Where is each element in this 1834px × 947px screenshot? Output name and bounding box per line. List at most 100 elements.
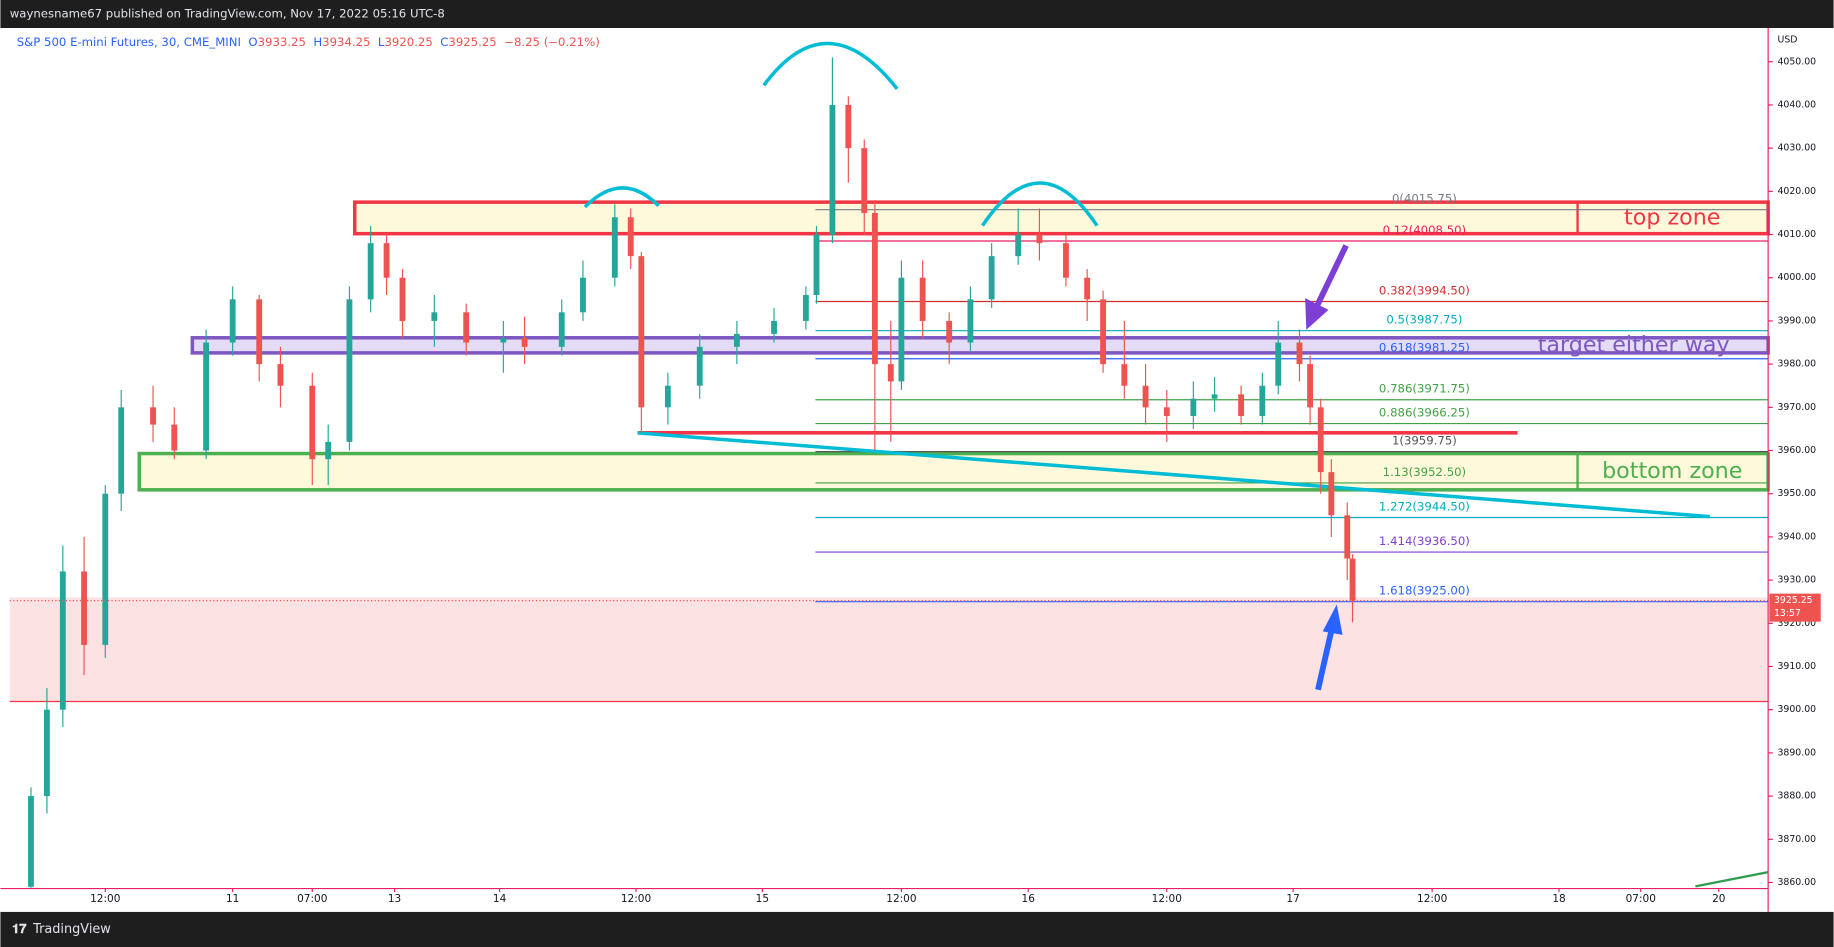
zone xyxy=(352,200,1770,236)
candle-body xyxy=(1084,277,1091,300)
candle-body xyxy=(102,493,109,645)
logo-mark: 𝟏𝟕 xyxy=(12,922,27,937)
price-tag-countdown: 13:57 xyxy=(1774,608,1801,619)
candle-body xyxy=(813,234,820,296)
candle-body xyxy=(1015,234,1022,257)
legend-gap xyxy=(241,35,248,49)
candle-body xyxy=(367,243,374,300)
arrow-shaft xyxy=(1314,244,1349,308)
arrow-shaft xyxy=(1315,627,1335,691)
legend-gap xyxy=(433,35,440,49)
candle-body xyxy=(988,256,995,300)
x-tick-label: 13 xyxy=(388,893,401,905)
ohlc-key: L xyxy=(378,35,385,49)
candle-body xyxy=(861,148,868,213)
fib-label: 0.786(3971.75) xyxy=(1379,382,1470,396)
y-tick-label: 3870.00 xyxy=(1777,834,1816,845)
candle-body xyxy=(1190,398,1197,416)
top-bar xyxy=(0,0,1834,29)
bottom-bar xyxy=(0,911,1834,947)
candle-body xyxy=(946,320,953,343)
fib-label: 0.886(3966.25) xyxy=(1379,406,1470,420)
zone xyxy=(137,451,1770,492)
legend-gap xyxy=(370,35,377,49)
candle-body xyxy=(1328,472,1335,516)
candle-body xyxy=(1121,364,1128,386)
fib-label: 1.618(3925.00) xyxy=(1379,584,1470,598)
fib-label: 0.5(3987.75) xyxy=(1386,313,1462,327)
fib-label: 0.382(3994.50) xyxy=(1379,283,1470,297)
candle-body xyxy=(1100,299,1107,365)
candle-body xyxy=(28,796,34,887)
candle-body xyxy=(1275,342,1282,386)
arrow-head xyxy=(1305,298,1329,330)
y-tick-label: 4030.00 xyxy=(1777,143,1816,154)
ohlc-value: 3925.25 xyxy=(448,35,496,49)
y-tick-label: 3900.00 xyxy=(1777,704,1816,715)
candle-body xyxy=(203,342,210,451)
fib-label: 1.13(3952.50) xyxy=(1383,465,1466,479)
candle-body xyxy=(696,346,703,386)
x-tick-label: 07:00 xyxy=(1626,893,1656,905)
candle-body xyxy=(1142,385,1149,408)
currency-label: USD xyxy=(1777,34,1797,45)
y-tick-label: 3930.00 xyxy=(1777,575,1816,586)
candle-body xyxy=(1163,407,1170,416)
y-tick-label: 3950.00 xyxy=(1777,488,1816,499)
candle-body xyxy=(171,424,178,451)
price-band xyxy=(9,597,1769,702)
y-tick-label: 3880.00 xyxy=(1777,791,1816,802)
x-tick-label: 12:00 xyxy=(621,893,651,905)
legend: S&P 500 E-mini Futures, 30, CME_MINI O39… xyxy=(17,35,600,49)
candle-body xyxy=(256,299,263,365)
head xyxy=(762,41,899,90)
y-tick-label: 3920.00 xyxy=(1777,618,1816,629)
x-tick-label: 20 xyxy=(1712,893,1725,905)
x-tick-label: 18 xyxy=(1552,893,1565,905)
trend-line xyxy=(637,431,1710,519)
candle-body xyxy=(802,295,809,321)
fib-label: 0.618(3981.25) xyxy=(1379,341,1470,355)
zone-label: target either way xyxy=(1538,332,1730,358)
plot: top zone target either way bottom zone 0(40… xyxy=(0,28,1821,912)
candle-body xyxy=(325,441,332,460)
candle-body xyxy=(829,104,836,235)
candle-body xyxy=(43,709,50,797)
legend-gap xyxy=(497,35,504,49)
x-tick-label: 14 xyxy=(493,893,507,905)
candle-body xyxy=(627,217,634,257)
x-tick-label: 17 xyxy=(1286,893,1299,905)
candle-body xyxy=(664,385,671,408)
y-tick-label: 4020.00 xyxy=(1777,186,1816,197)
candle-body xyxy=(1211,394,1218,399)
x-tick-label: 12:00 xyxy=(1152,893,1182,905)
x-tick-label: 16 xyxy=(1022,893,1036,905)
y-tick-label: 3860.00 xyxy=(1777,877,1816,888)
candle-body xyxy=(309,385,316,460)
candle-body xyxy=(611,217,618,278)
candle-body xyxy=(1259,385,1266,416)
candle-body xyxy=(229,299,236,343)
candle-body xyxy=(463,312,470,343)
candle-body xyxy=(521,338,528,347)
candle-body xyxy=(771,320,777,334)
candle-body xyxy=(558,312,565,347)
y-tick-label: 3890.00 xyxy=(1777,747,1816,758)
candle-body xyxy=(59,571,66,710)
y-tick-label: 4010.00 xyxy=(1777,229,1816,240)
fib-label: 1.272(3944.50) xyxy=(1379,499,1470,513)
ohlc-key: H xyxy=(313,35,322,49)
zone-label: bottom zone xyxy=(1602,458,1742,484)
ohlc-value: 3933.25 xyxy=(258,35,306,49)
fib-label: 0.12(4008.50) xyxy=(1383,223,1466,237)
candle-body xyxy=(1349,558,1356,601)
left-shoulder xyxy=(583,186,660,209)
candle-body xyxy=(118,407,125,494)
ohlc-value: 3934.25 xyxy=(322,35,370,49)
candle-body xyxy=(431,312,438,321)
candle-body xyxy=(1036,234,1043,244)
candle-body xyxy=(1307,364,1314,408)
y-tick-label: 3970.00 xyxy=(1777,402,1816,413)
